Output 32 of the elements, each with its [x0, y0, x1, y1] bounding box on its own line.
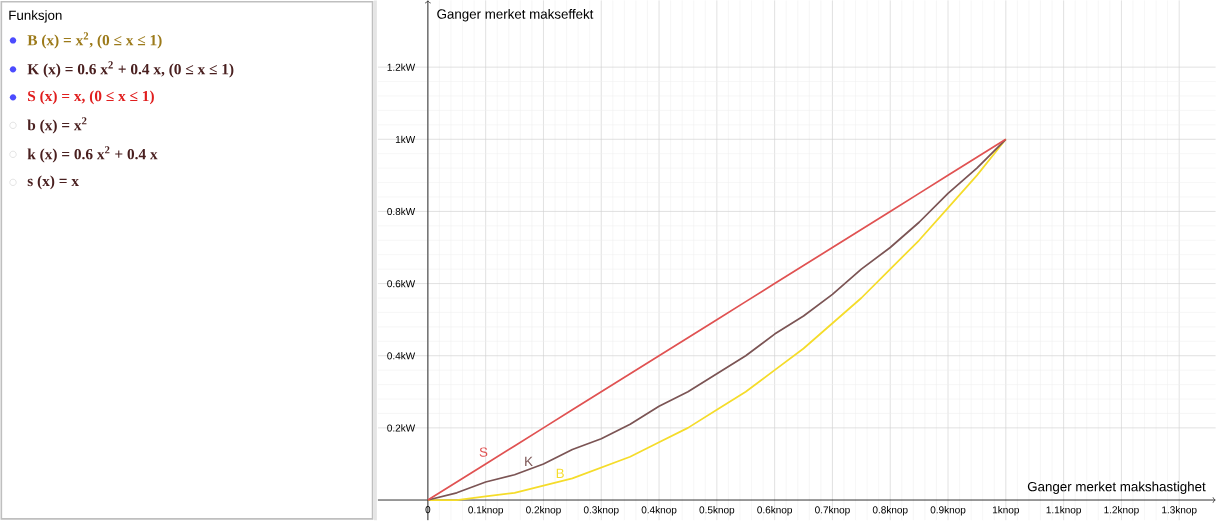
x-axis-title: Ganger merket makshastighet [1027, 481, 1206, 495]
text: Funksjon [9, 10, 62, 23]
y-tick-label: 0.8kW [387, 207, 416, 216]
x-tick-label: 0.4knop [641, 506, 677, 516]
x-tick-label: 0.9knop [930, 506, 966, 516]
x-tick-label: 0.5knop [699, 506, 735, 516]
x-tick-label: 1.1knop [1046, 506, 1081, 516]
x-tick-label: 0.3knop [583, 506, 619, 516]
x-tick-label: 1.2knop [1104, 506, 1139, 516]
y-tick-label: 0.4kW [387, 352, 416, 360]
text: K (x) = 0.6 x$^{2}$ + 0.4 x, (0 ≤ x ≤ 1) [27, 61, 234, 78]
x-tick-label: 0.6knop [757, 506, 793, 516]
x-tick-label: 0.7knop [815, 506, 850, 516]
x-tick-label: 0 [425, 506, 431, 514]
series-label: K [525, 457, 533, 467]
text: B (x) = x$^{2}$, (0 ≤ x ≤ 1) [27, 32, 162, 49]
series-label: B [556, 468, 564, 479]
y-tick-label: 0.2kW [387, 424, 416, 432]
y-axis-title: Ganger merket makseffekt [437, 9, 594, 22]
x-tick-label: 0.1knop [468, 506, 504, 516]
y-tick-label: 1.2kW [387, 63, 416, 71]
x-tick-label: 1.3knop [1162, 506, 1197, 516]
text: S (x) = x, (0 ≤ x ≤ 1) [28, 90, 154, 105]
series-label: S [479, 447, 488, 457]
text: b (x) = x$^{2}$ [27, 117, 87, 134]
y-tick-label: 0.6kW [387, 280, 416, 288]
y-tick-label: 1kW [395, 135, 416, 144]
x-tick-label: 0.8knop [872, 506, 908, 516]
text: k (x) = 0.6 x$^{2}$ + 0.4 x [27, 146, 158, 163]
text: s (x) = x [27, 175, 79, 190]
x-tick-label: 0.2knop [526, 506, 561, 516]
x-tick-label: 1knop [992, 506, 1020, 516]
